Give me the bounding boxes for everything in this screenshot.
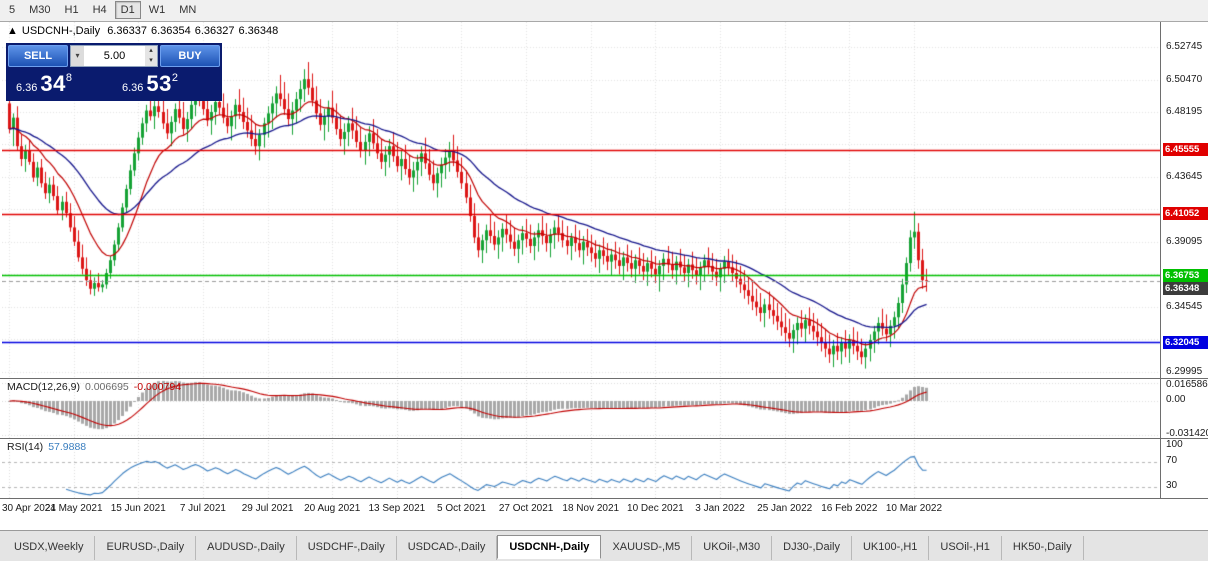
timeframe-button-5[interactable]: 5 bbox=[9, 4, 16, 16]
spinner-up-icon: ▴ bbox=[149, 47, 153, 54]
volume-input[interactable] bbox=[84, 46, 145, 66]
chart-tab[interactable]: XAUUSD-,M5 bbox=[601, 536, 693, 560]
chart-tab[interactable]: USDCHF-,Daily bbox=[296, 536, 397, 560]
bid-big-digits: 34 bbox=[40, 71, 66, 96]
date-label: 10 Mar 2022 bbox=[885, 503, 943, 514]
date-label: 7 Jul 2021 bbox=[179, 503, 226, 514]
date-label: 20 Aug 2021 bbox=[304, 503, 361, 514]
date-label: 16 Feb 2022 bbox=[821, 503, 878, 514]
date-label: 18 Nov 2021 bbox=[562, 503, 620, 514]
date-label: 24 May 2021 bbox=[44, 503, 103, 514]
macd-axis[interactable]: 0.016586 0.00 -0.031420 bbox=[1160, 379, 1208, 439]
macd-value-signal: -0.000794 bbox=[133, 381, 182, 393]
timeframe-button-d1[interactable]: D1 bbox=[114, 1, 141, 19]
current-price-tag: 6.36348 bbox=[1163, 281, 1208, 295]
price-chart-panel: ▲ USDCNH-,Daily 6.36337 6.36354 6.36327 6.36… bbox=[0, 22, 1208, 378]
rsi-panel: RSI(14) 57.9888 100 70 30 bbox=[0, 438, 1208, 499]
date-label: 3 Jan 2022 bbox=[695, 503, 745, 514]
rsi-axis-label: 70 bbox=[1166, 455, 1178, 467]
chart-tab[interactable]: UK100-,H1 bbox=[851, 536, 930, 560]
macd-axis-label: -0.031420 bbox=[1166, 428, 1208, 439]
price-line-tag: 6.32045 bbox=[1163, 335, 1208, 349]
macd-axis-label: 0.016586 bbox=[1166, 379, 1208, 390]
timeframe-button-h4[interactable]: H4 bbox=[92, 4, 107, 16]
rsi-axis-label: 30 bbox=[1166, 480, 1178, 491]
rsi-axis[interactable]: 100 70 30 bbox=[1160, 439, 1208, 499]
price-axis-label: 6.52745 bbox=[1166, 41, 1203, 53]
chart-tab[interactable]: AUDUSD-,Daily bbox=[196, 536, 297, 560]
chart-tab[interactable]: EURUSD-,Daily bbox=[95, 536, 197, 560]
date-label: 29 Jul 2021 bbox=[241, 503, 294, 514]
date-label: 5 Oct 2021 bbox=[437, 503, 486, 514]
chart-tab[interactable]: UKOil-,M30 bbox=[692, 536, 773, 560]
buy-button[interactable]: BUY bbox=[160, 45, 220, 67]
timeframe-button-w1[interactable]: W1 bbox=[148, 4, 166, 16]
price-line-tag: 6.41052 bbox=[1163, 207, 1208, 221]
macd-label: MACD(12,26,9) 0.006695 -0.000794 bbox=[7, 381, 186, 393]
date-label: 13 Sep 2021 bbox=[368, 503, 426, 514]
bid-pipette: 8 bbox=[65, 72, 73, 84]
rsi-chart[interactable] bbox=[2, 440, 1160, 498]
ask-prefix: 6.36 bbox=[122, 82, 144, 94]
bid-price: 6.36 348 bbox=[8, 71, 114, 99]
ask-price: 6.36 532 bbox=[114, 71, 220, 99]
date-label: 15 Jun 2021 bbox=[110, 503, 166, 514]
timeframe-button-h1[interactable]: H1 bbox=[64, 4, 79, 16]
price-axis-label: 6.43645 bbox=[1166, 170, 1203, 182]
chart-tab[interactable]: USDCAD-,Daily bbox=[396, 536, 498, 560]
price-axis-label: 6.34545 bbox=[1166, 300, 1203, 312]
price-axis-label: 6.48195 bbox=[1166, 106, 1203, 118]
ohlc-high: 6.36354 bbox=[150, 25, 191, 37]
date-label: 25 Jan 2022 bbox=[757, 503, 813, 514]
macd-panel: MACD(12,26,9) 0.006695 -0.000794 0.016586 0… bbox=[0, 378, 1208, 439]
chevron-down-icon: ▾ bbox=[75, 51, 80, 60]
ask-big-digits: 53 bbox=[146, 71, 172, 96]
timeframe-toolbar: 5 M30 H1 H4 D1 W1 MN bbox=[0, 0, 1208, 22]
bid-prefix: 6.36 bbox=[16, 82, 38, 94]
rsi-label: RSI(14) 57.9888 bbox=[7, 441, 91, 453]
spinner-down-icon: ▾ bbox=[149, 57, 153, 64]
price-axis-label: 6.29995 bbox=[1166, 365, 1203, 377]
ohlc-close: 6.36348 bbox=[238, 25, 279, 37]
rsi-value: 57.9888 bbox=[48, 441, 87, 453]
rsi-axis-label: 100 bbox=[1166, 439, 1183, 450]
sell-button[interactable]: SELL bbox=[8, 45, 68, 67]
chart-tab[interactable]: DJ30-,Daily bbox=[772, 536, 852, 560]
timeframe-button-mn[interactable]: MN bbox=[179, 4, 197, 16]
chart-tab[interactable]: USOil-,H1 bbox=[929, 536, 1002, 560]
date-label: 27 Oct 2021 bbox=[498, 503, 554, 514]
volume-dropdown-button[interactable]: ▾ bbox=[71, 46, 84, 66]
chart-tabs-bar: USDX,Weekly EURUSD-,Daily AUDUSD-,Daily USD… bbox=[0, 530, 1208, 561]
ohlc-low: 6.36327 bbox=[194, 25, 235, 37]
macd-title: MACD(12,26,9) bbox=[7, 381, 80, 393]
chart-tab[interactable]: USDX,Weekly bbox=[3, 536, 96, 560]
ohlc-open: 6.36337 bbox=[107, 25, 147, 37]
macd-value-main: 0.006695 bbox=[84, 381, 129, 393]
macd-axis-label: 0.00 bbox=[1166, 393, 1186, 405]
rsi-title: RSI(14) bbox=[7, 441, 44, 453]
ask-pipette: 2 bbox=[171, 72, 179, 84]
price-line-tag: 6.36753 bbox=[1163, 268, 1208, 282]
price-axis[interactable]: 6.52745 6.50470 6.48195 6.43645 6.39095 6.345… bbox=[1160, 22, 1208, 378]
trade-panel-toggle-icon[interactable]: ▲ bbox=[7, 25, 18, 37]
volume-control: ▾ ▴▾ bbox=[70, 45, 158, 67]
price-line-tag: 6.45555 bbox=[1163, 143, 1208, 157]
volume-spinner[interactable]: ▴ ▾ bbox=[145, 46, 157, 66]
date-axis[interactable]: 30 Apr 2021 24 May 2021 15 Jun 2021 7 Jul 2… bbox=[0, 498, 1208, 530]
macd-chart[interactable] bbox=[2, 380, 1160, 438]
chart-tab[interactable]: USDCNH-,Daily bbox=[497, 535, 602, 559]
chart-symbol-label: USDCNH-,Daily bbox=[21, 25, 101, 37]
timeframe-button-m30[interactable]: M30 bbox=[29, 4, 51, 16]
chart-tab[interactable]: HK50-,Daily bbox=[1001, 536, 1084, 560]
price-axis-label: 6.39095 bbox=[1166, 235, 1203, 247]
price-axis-label: 6.50470 bbox=[1166, 73, 1203, 85]
chart-ohlc-header: ▲ USDCNH-,Daily 6.36337 6.36354 6.36327 6.36… bbox=[7, 25, 282, 37]
date-label: 10 Dec 2021 bbox=[627, 503, 684, 514]
date-label: 30 Apr 2021 bbox=[2, 503, 56, 514]
